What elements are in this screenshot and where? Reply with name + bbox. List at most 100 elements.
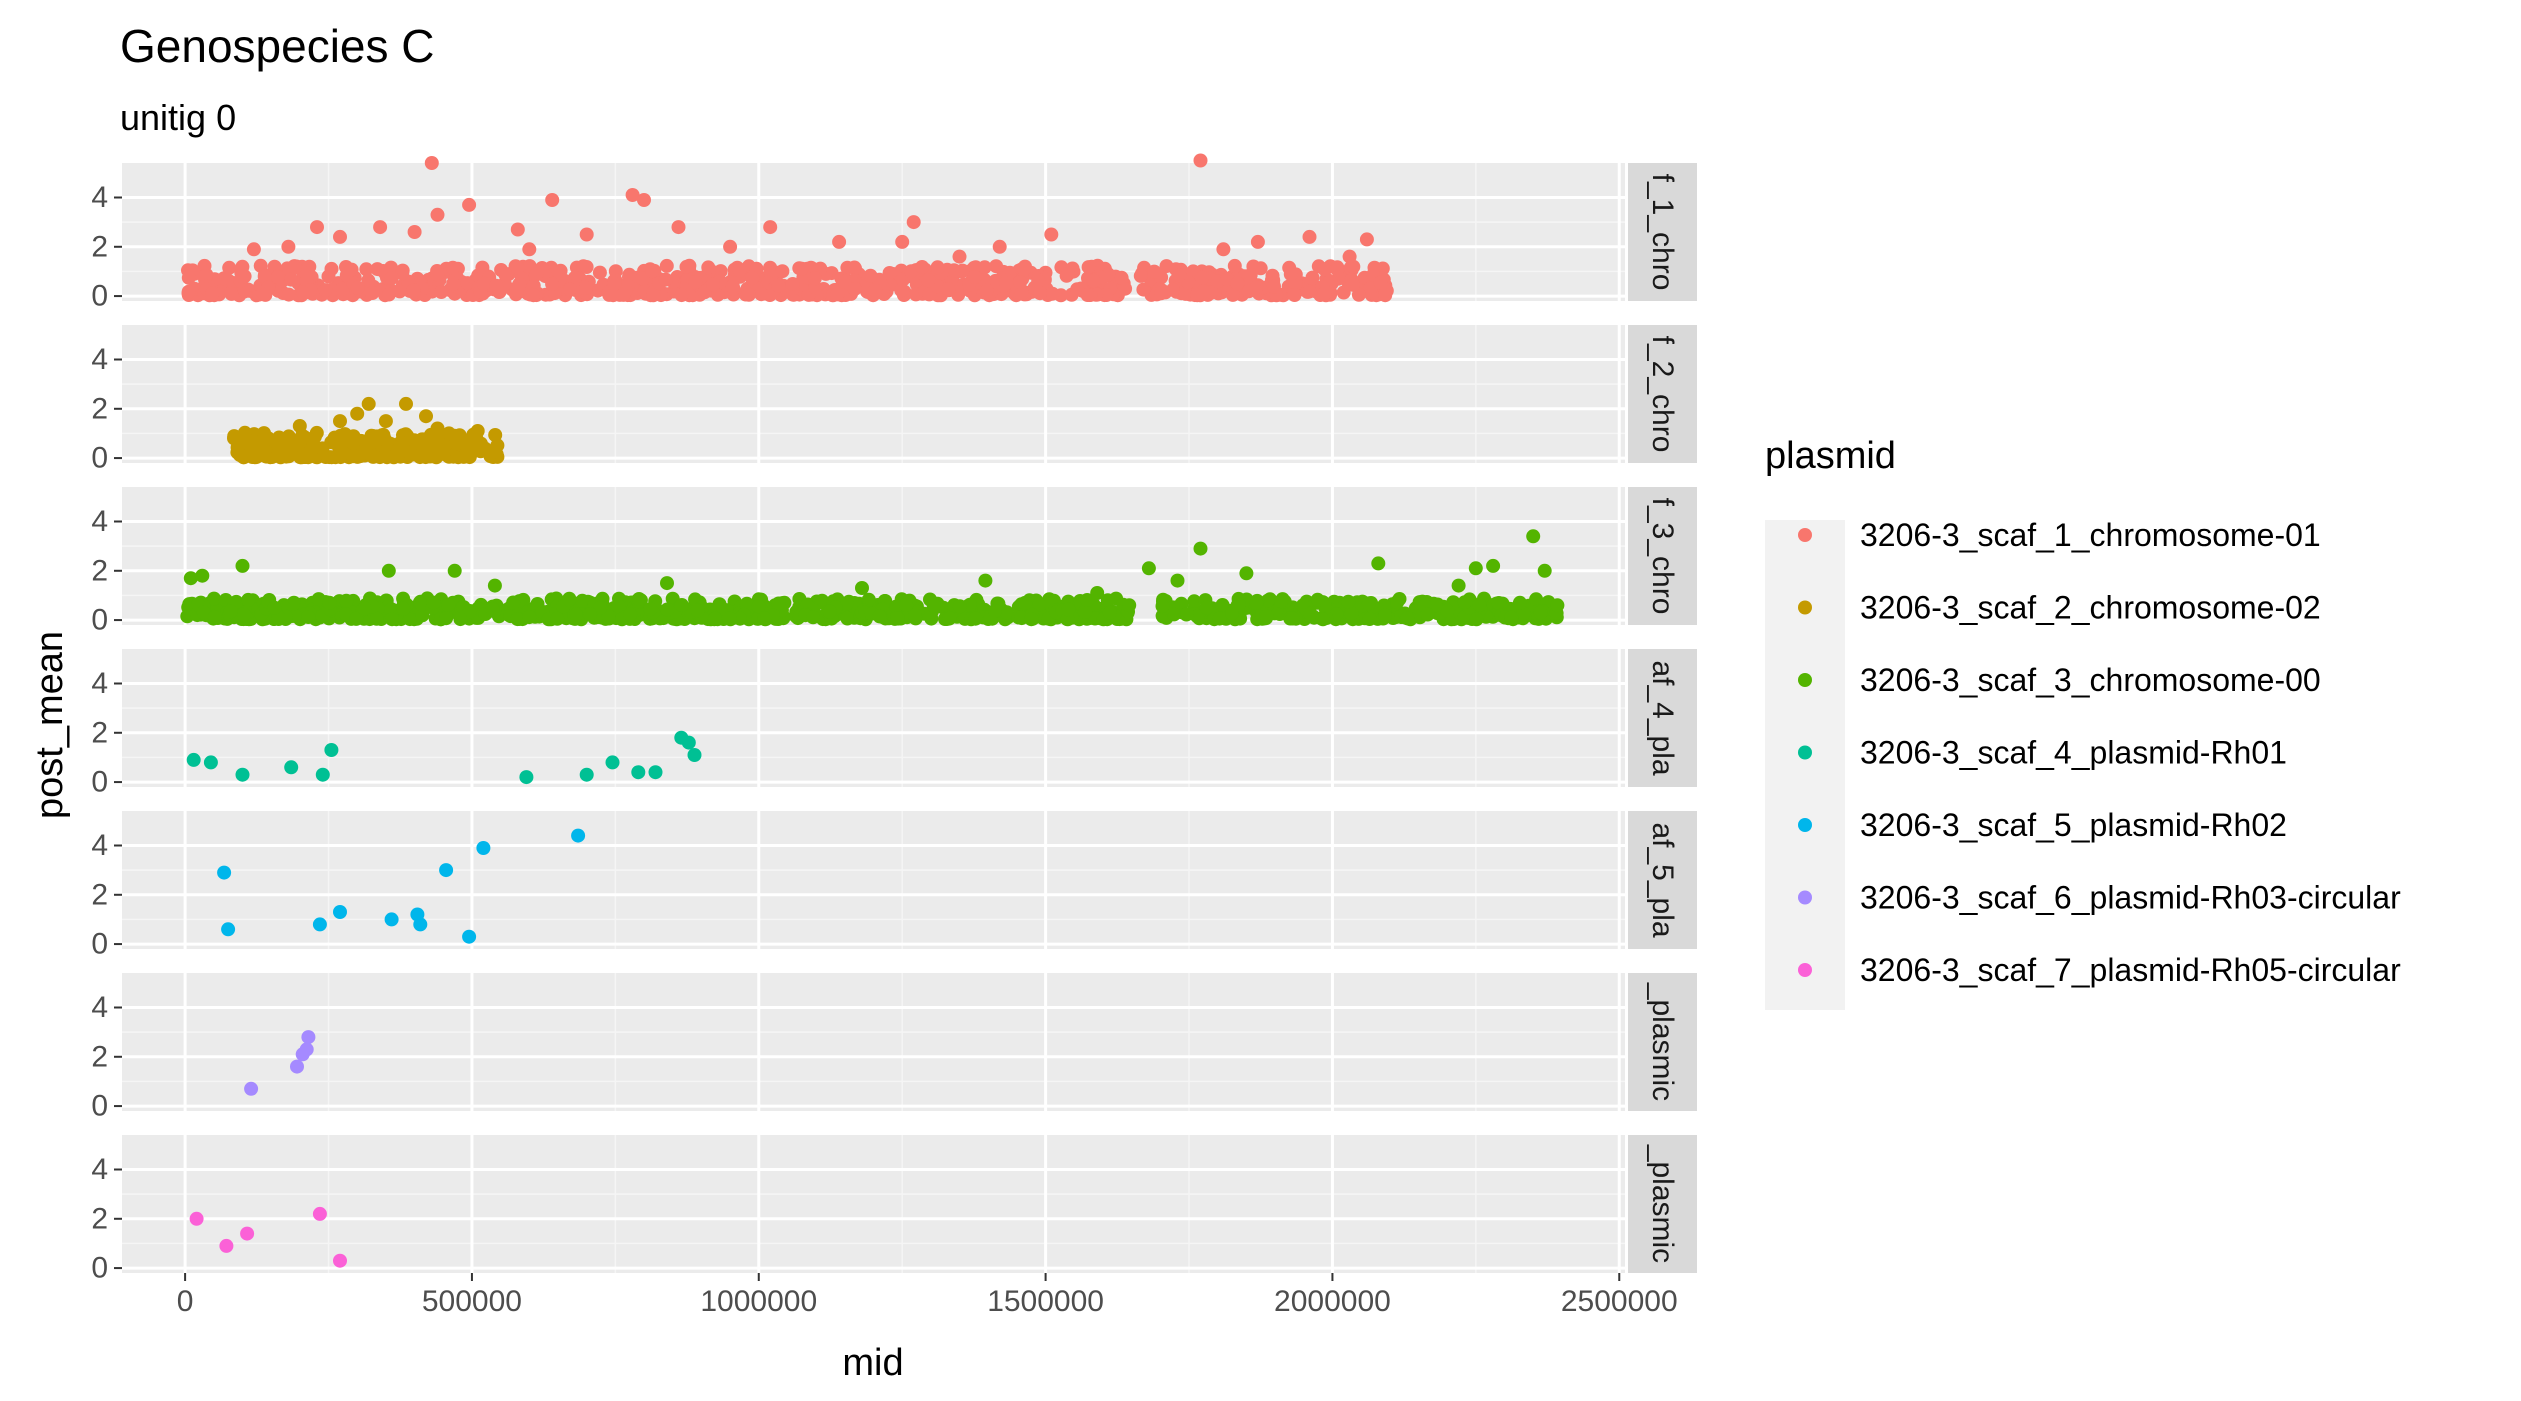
- data-point: [222, 260, 237, 275]
- data-point: [806, 610, 821, 625]
- y-tick-label: 2: [91, 1202, 108, 1235]
- data-point: [681, 735, 696, 750]
- data-point: [1267, 279, 1281, 294]
- data-point: [430, 421, 445, 436]
- data-point: [1260, 593, 1275, 608]
- data-point: [723, 239, 738, 254]
- data-point: [1154, 286, 1168, 301]
- data-point: [583, 607, 598, 622]
- data-point: [1274, 594, 1288, 609]
- data-point: [384, 912, 399, 927]
- data-point: [955, 263, 970, 278]
- data-point: [519, 770, 534, 785]
- data-point: [1227, 258, 1242, 273]
- data-point: [1310, 592, 1325, 607]
- data-point: [207, 610, 222, 625]
- data-point: [181, 270, 196, 285]
- data-point: [381, 287, 396, 302]
- data-point: [1303, 606, 1318, 621]
- data-point: [733, 611, 747, 626]
- data-point: [906, 215, 921, 230]
- data-point: [839, 596, 854, 611]
- data-point: [1225, 287, 1240, 302]
- data-point: [1336, 285, 1351, 300]
- data-point: [751, 599, 766, 614]
- data-point: [1018, 595, 1033, 610]
- data-point: [258, 287, 273, 302]
- y-tick-label: 4: [91, 505, 108, 538]
- data-point: [253, 258, 268, 273]
- data-point: [545, 277, 560, 291]
- data-point: [430, 207, 445, 222]
- data-point: [378, 414, 393, 429]
- data-point: [658, 272, 673, 287]
- data-point: [1359, 232, 1374, 247]
- facet-strip: [1628, 163, 1697, 301]
- data-point: [690, 603, 705, 618]
- data-point: [571, 828, 586, 843]
- data-point: [659, 258, 674, 273]
- data-point: [299, 1042, 314, 1057]
- data-point: [1078, 605, 1093, 619]
- data-point: [284, 272, 298, 287]
- axes: 0 2 4 0 2 4 0 2 4 0 2 4 0 2 4 0 2 4 0 2 4 0 500000 1000000 15000…: [91, 181, 1677, 1318]
- facet-strip: [1628, 1135, 1697, 1273]
- data-point: [322, 595, 337, 610]
- data-point: [1033, 286, 1047, 301]
- data-point: [741, 287, 756, 302]
- data-point: [310, 220, 324, 235]
- facet-strip-label: f_3_chro: [1646, 498, 1679, 615]
- y-tick-label: 2: [91, 1040, 108, 1073]
- data-point: [333, 414, 347, 429]
- data-point: [921, 273, 936, 288]
- data-point: [488, 428, 503, 442]
- data-point: [579, 260, 594, 274]
- data-point: [489, 278, 504, 293]
- data-point: [967, 270, 982, 284]
- data-point: [1259, 609, 1274, 624]
- data-point: [868, 283, 882, 298]
- data-point: [999, 605, 1014, 620]
- data-point: [407, 225, 422, 239]
- data-point: [988, 603, 1002, 618]
- data-point: [315, 767, 330, 782]
- legend-title: plasmid: [1765, 435, 1896, 477]
- data-point: [1045, 286, 1060, 301]
- y-tick-label: 2: [91, 230, 108, 263]
- data-point: [385, 612, 399, 627]
- data-point: [930, 260, 945, 275]
- data-point: [1193, 153, 1208, 168]
- data-point: [205, 286, 220, 301]
- data-point: [894, 283, 909, 298]
- data-point: [1533, 605, 1548, 620]
- data-point: [311, 592, 326, 607]
- data-point: [1061, 266, 1076, 281]
- data-point: [1231, 598, 1246, 612]
- data-point: [1190, 288, 1205, 303]
- data-point: [1060, 612, 1075, 627]
- x-tick-label: 1500000: [987, 1285, 1104, 1318]
- data-point: [1086, 274, 1101, 288]
- data-point: [840, 611, 855, 626]
- data-point: [1378, 608, 1392, 623]
- data-point: [195, 568, 210, 583]
- legend-key-background: [1765, 520, 1845, 1010]
- data-point: [359, 262, 374, 277]
- data-point: [882, 266, 897, 280]
- data-point: [1081, 260, 1096, 275]
- data-point: [312, 917, 327, 932]
- facet-strip: [1628, 649, 1697, 787]
- data-point: [660, 602, 675, 617]
- data-point: [350, 449, 365, 464]
- data-point: [233, 448, 247, 463]
- data-point: [1195, 270, 1209, 285]
- data-point: [1287, 288, 1302, 302]
- data-point: [415, 449, 430, 464]
- data-point: [244, 1081, 259, 1096]
- data-point: [406, 283, 421, 298]
- chart-subtitle: unitig 0: [120, 97, 236, 138]
- data-point: [476, 841, 491, 855]
- data-point: [631, 765, 646, 780]
- data-point: [462, 929, 477, 944]
